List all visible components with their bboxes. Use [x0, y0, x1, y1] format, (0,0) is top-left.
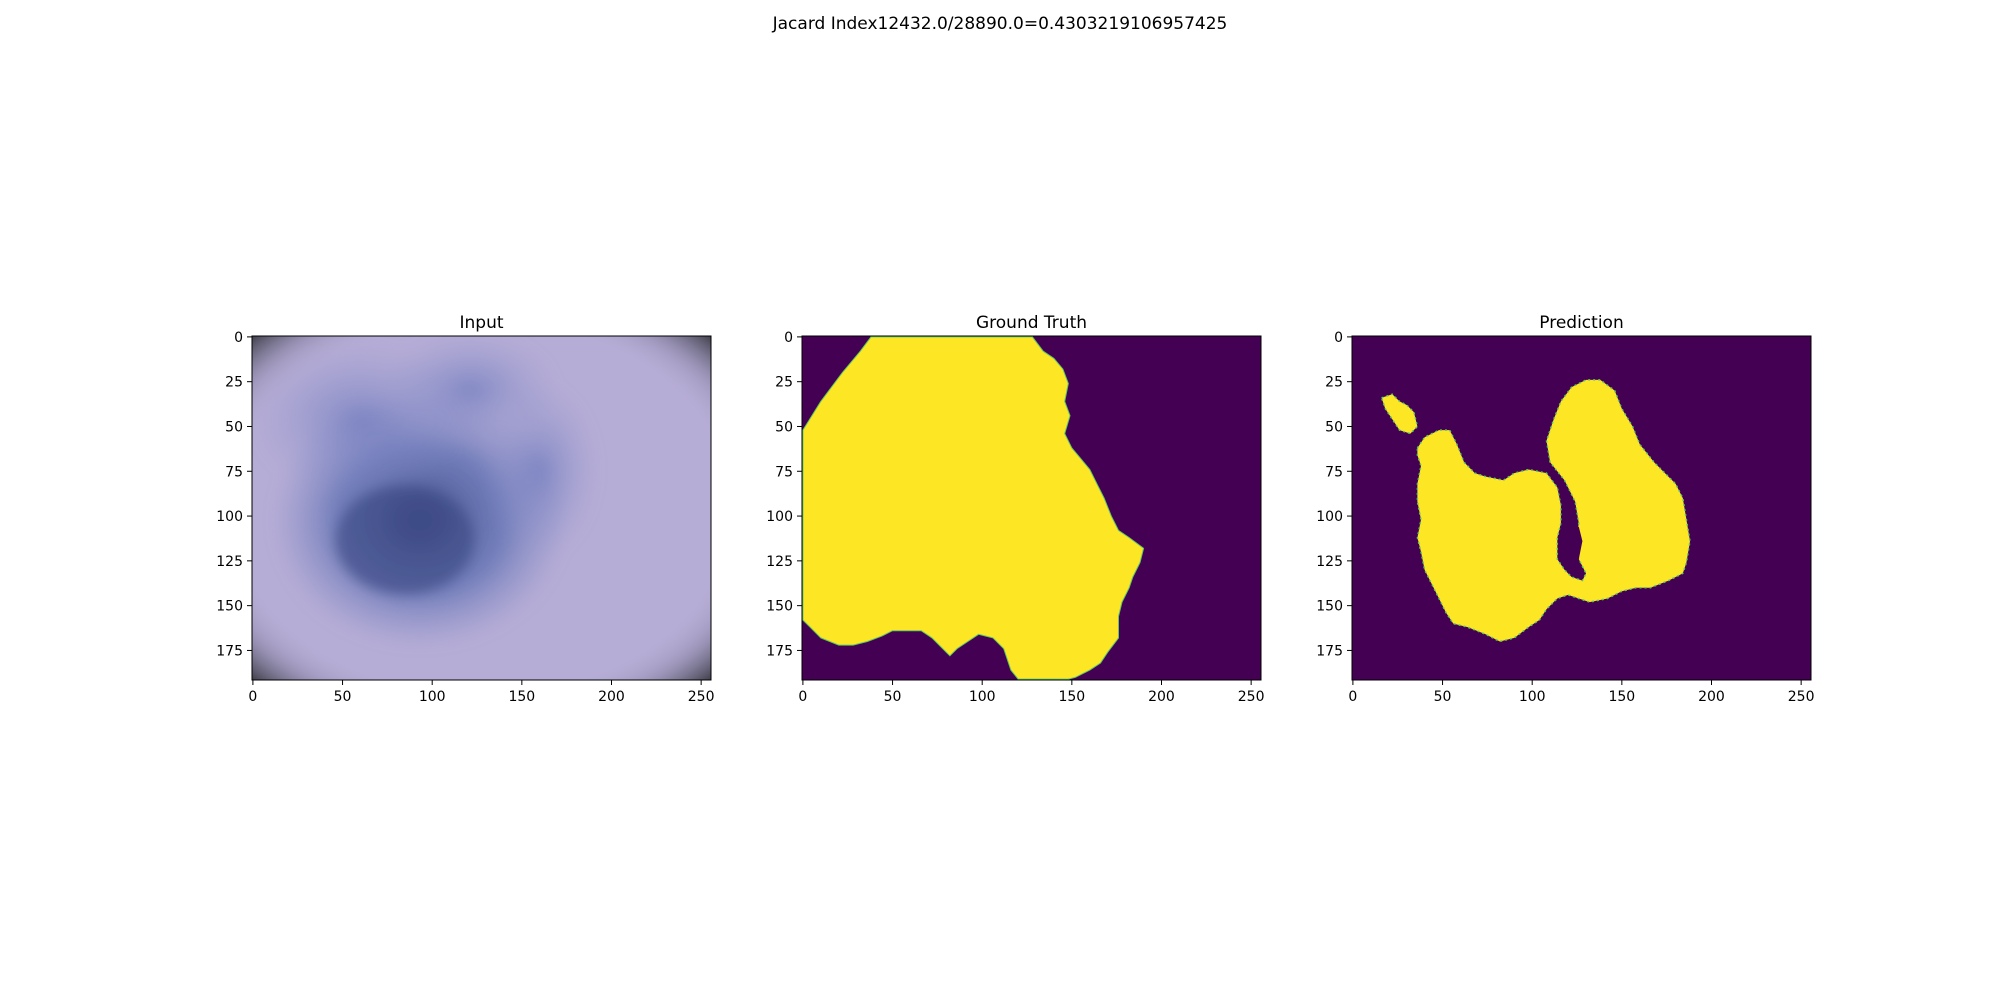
prediction-blob-0	[1380, 393, 1419, 435]
panel-input-title: Input	[459, 313, 503, 333]
x-tick-label: 0	[1348, 689, 1357, 705]
y-tick-label: 150	[216, 599, 243, 615]
y-tick-label: 100	[766, 509, 793, 525]
y-tick-label: 25	[1325, 375, 1343, 391]
input-vignette	[252, 336, 711, 680]
panel-prediction: Prediction 0 50 100 150 200 250 0 25 50 75 100 125…	[1316, 313, 1814, 705]
ground-truth-axes-frame	[801, 335, 1262, 681]
x-tick-label: 50	[1434, 689, 1452, 705]
y-tick-label: 25	[775, 375, 793, 391]
y-tick-label: 100	[1316, 509, 1343, 525]
y-tick-label: 50	[775, 419, 793, 435]
x-tick-label: 200	[598, 689, 625, 705]
panel-ground-truth: Ground Truth 0 50 100 150 200 250 0 25 50 75 100 1…	[766, 313, 1264, 705]
prediction-blob-1	[1416, 379, 1691, 643]
input-axes-frame	[251, 335, 712, 681]
x-tick-label: 100	[969, 689, 996, 705]
x-tick-label: 250	[1788, 689, 1815, 705]
prediction-x-axis: 0 50 100 150 200 250	[1348, 680, 1815, 705]
y-tick-label: 125	[216, 554, 243, 570]
x-tick-label: 0	[248, 689, 257, 705]
x-tick-label: 0	[798, 689, 807, 705]
input-image	[252, 336, 711, 680]
x-tick-label: 50	[884, 689, 902, 705]
y-tick-label: 125	[1316, 554, 1343, 570]
y-tick-label: 0	[234, 330, 243, 346]
y-tick-label: 150	[1316, 599, 1343, 615]
input-y-axis: 0 25 50 75 100 125 150 175	[216, 330, 252, 659]
x-tick-label: 100	[419, 689, 446, 705]
panel-prediction-title: Prediction	[1539, 313, 1623, 333]
prediction-mask	[1380, 379, 1691, 643]
x-tick-label: 200	[1698, 689, 1725, 705]
y-tick-label: 50	[225, 419, 243, 435]
y-tick-label: 175	[766, 643, 793, 659]
ground-truth-y-axis: 0 25 50 75 100 125 150 175	[766, 330, 802, 659]
y-tick-label: 0	[784, 330, 793, 346]
y-tick-label: 75	[225, 464, 243, 480]
prediction-y-axis: 0 25 50 75 100 125 150 175	[1316, 330, 1352, 659]
figure-title: Jacard Index12432.0/28890.0=0.4303219106…	[772, 14, 1228, 34]
prediction-hole-0	[1560, 526, 1583, 563]
y-tick-label: 0	[1334, 330, 1343, 346]
y-tick-label: 150	[766, 599, 793, 615]
y-tick-label: 25	[225, 375, 243, 391]
ground-truth-x-axis: 0 50 100 150 200 250	[798, 680, 1265, 705]
x-tick-label: 250	[1238, 689, 1265, 705]
panel-ground-truth-title: Ground Truth	[976, 313, 1087, 333]
y-tick-label: 175	[1316, 643, 1343, 659]
x-tick-label: 150	[508, 689, 535, 705]
y-tick-label: 75	[1325, 464, 1343, 480]
panel-input: Input 0 50 100 150 200 250 0 25 50 75 100 125 150 17…	[216, 313, 714, 705]
input-x-axis: 0 50 100 150 200 250	[248, 680, 715, 705]
y-tick-label: 175	[216, 643, 243, 659]
x-tick-label: 50	[334, 689, 352, 705]
y-tick-label: 75	[775, 464, 793, 480]
x-tick-label: 100	[1519, 689, 1546, 705]
y-tick-label: 125	[766, 554, 793, 570]
x-tick-label: 150	[1608, 689, 1635, 705]
prediction-axes-frame	[1351, 335, 1812, 681]
y-tick-label: 100	[216, 509, 243, 525]
x-tick-label: 150	[1058, 689, 1085, 705]
y-tick-label: 50	[1325, 419, 1343, 435]
x-tick-label: 250	[688, 689, 715, 705]
x-tick-label: 200	[1148, 689, 1175, 705]
ground-truth-mask	[802, 336, 1145, 680]
